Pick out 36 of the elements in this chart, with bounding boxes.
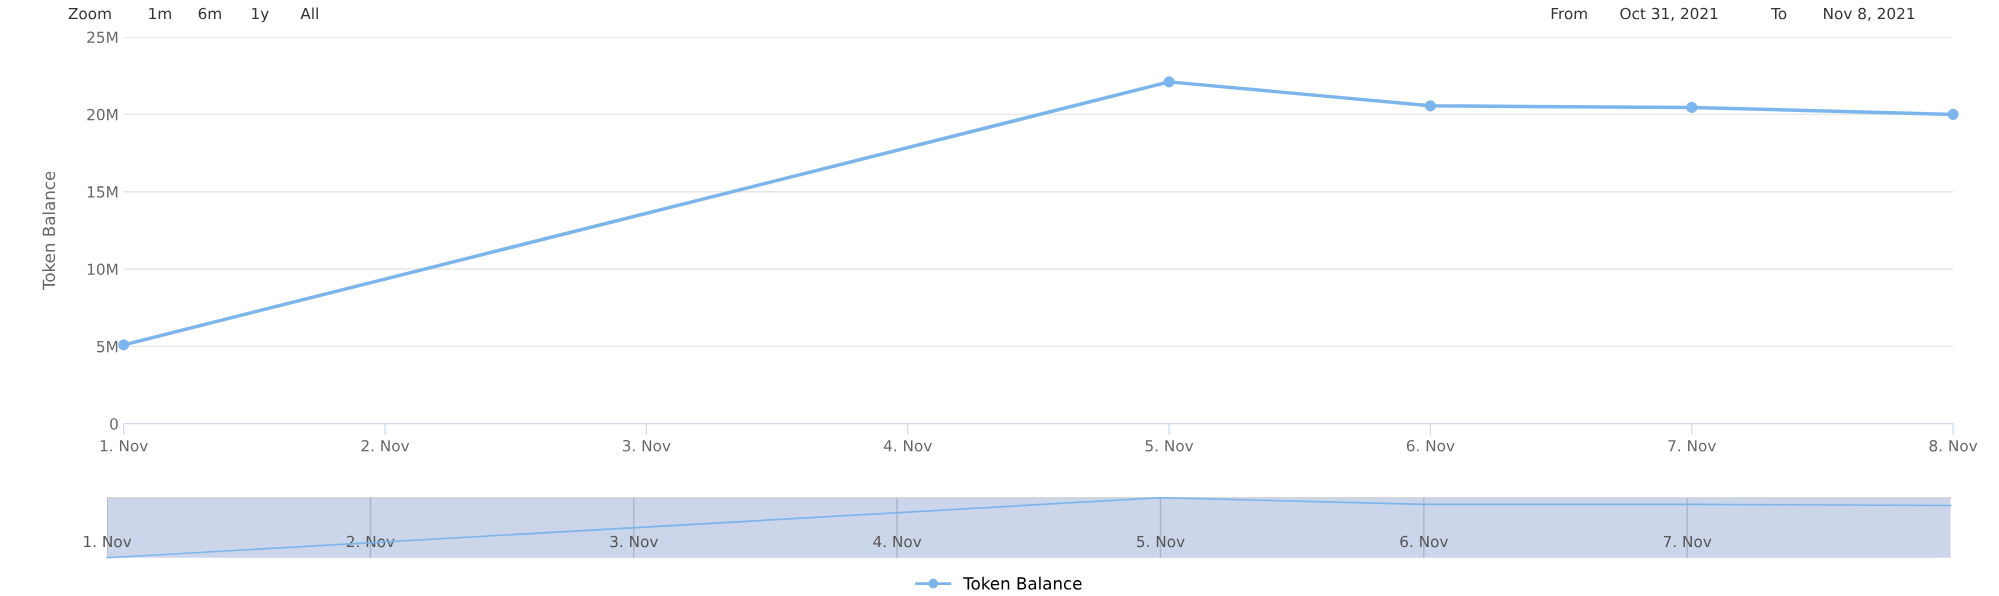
x-tick-label: 2. Nov bbox=[361, 439, 410, 452]
text: Nov 8, 2021 bbox=[1824, 7, 1915, 21]
x-tick-label: 6. Nov bbox=[1406, 439, 1455, 452]
text: Zoom bbox=[68, 7, 111, 20]
y-tick-label: 0 bbox=[110, 418, 118, 430]
point bbox=[1163, 76, 1175, 88]
x-tick-label: 6. Nov bbox=[1400, 535, 1449, 548]
x-tick-label: 1. Nov bbox=[100, 440, 148, 452]
x-tick-label: 3. Nov bbox=[610, 535, 658, 548]
text: From bbox=[1551, 7, 1587, 20]
text: 1m bbox=[149, 7, 171, 20]
point bbox=[1947, 108, 1959, 120]
text: All bbox=[300, 7, 318, 20]
text: 1y bbox=[252, 7, 269, 23]
x-tick-label: 5. Nov bbox=[1137, 535, 1185, 548]
text: 6m bbox=[198, 7, 221, 20]
x-tick-label: 4. Nov bbox=[873, 535, 922, 548]
x-tick-label: 1. Nov bbox=[84, 535, 132, 548]
x-tick-label: 7. Nov bbox=[1663, 535, 1712, 548]
x-tick-label: 5. Nov bbox=[1145, 440, 1194, 452]
y-axis-title: Token Balance bbox=[42, 171, 56, 290]
x-tick-label: 3. Nov bbox=[622, 439, 671, 452]
y-tick-label: 25M bbox=[87, 31, 118, 44]
y-tick-label: 10M bbox=[87, 263, 118, 276]
point bbox=[1686, 101, 1698, 113]
x-tick-label: 7. Nov bbox=[1668, 440, 1716, 452]
y-tick-label: 15M bbox=[87, 186, 118, 198]
y-tick-label: 20M bbox=[87, 108, 118, 121]
point bbox=[1424, 100, 1436, 112]
x-tick-label: 4. Nov bbox=[883, 440, 932, 452]
legend-label: Token Balance bbox=[963, 576, 1082, 590]
text: Oct 31, 2021 bbox=[1620, 7, 1718, 21]
y-tick-label: 5M bbox=[97, 341, 118, 353]
text: To bbox=[1771, 7, 1787, 20]
x-tick-label: 8. Nov bbox=[1929, 439, 1978, 452]
point bbox=[118, 339, 130, 351]
